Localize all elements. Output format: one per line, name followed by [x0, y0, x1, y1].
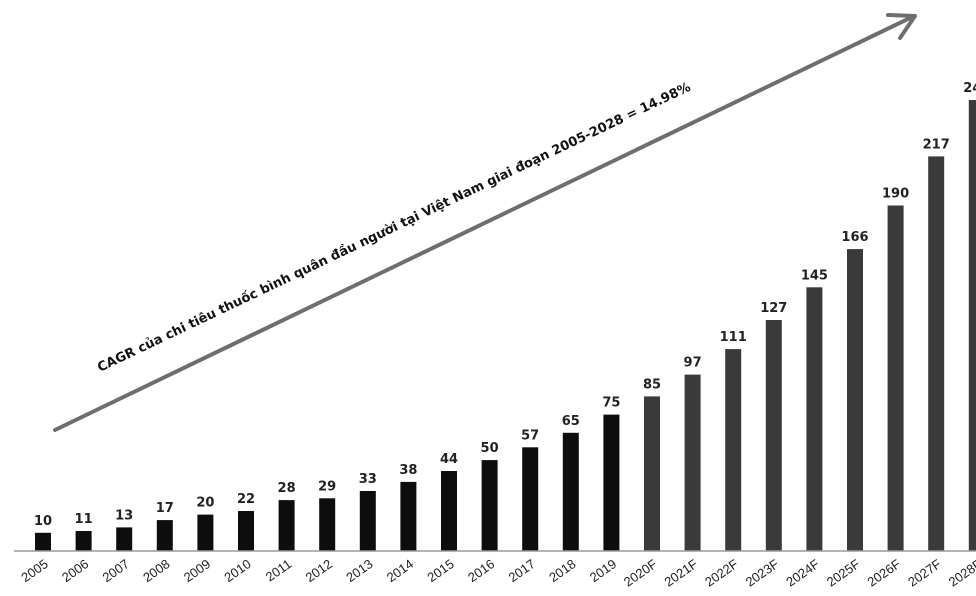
bar-2012 [319, 498, 336, 551]
bar-2023F [765, 320, 782, 551]
cagr-arrow [53, 13, 917, 432]
value-label-2021F: 97 [684, 356, 702, 371]
bar-2011 [278, 500, 295, 551]
value-label-2005: 10 [34, 514, 52, 529]
bar-2027F [928, 156, 945, 551]
bar-2026F [887, 205, 904, 551]
bar-2016 [481, 460, 498, 551]
value-label-2019: 75 [602, 396, 620, 411]
x-tick-2010: 2010 [221, 556, 253, 585]
bar-2010 [238, 511, 254, 551]
value-label-2024F: 145 [801, 268, 828, 283]
x-tick-2007: 2007 [100, 556, 132, 585]
x-tick-2018: 2018 [546, 556, 578, 585]
value-label-2015: 44 [440, 452, 458, 467]
value-label-2022F: 111 [720, 330, 747, 345]
value-label-2017: 57 [521, 428, 539, 443]
x-tick-2009: 2009 [181, 556, 213, 585]
cagr-annotation: CAGR của chi tiêu thuốc bình quân đầu ng… [95, 80, 693, 376]
x-tick-2028F: 2028F [946, 556, 976, 589]
x-tick-labels-group: 2005 2006 2007 2008 2009 2010 2011 2012 2013 2014… [18, 556, 976, 589]
bar-2021F [684, 374, 701, 551]
bar-2017 [522, 447, 539, 551]
bar-2020F [644, 396, 660, 551]
value-label-2009: 20 [196, 496, 214, 511]
bar-2009 [197, 514, 214, 551]
value-label-2006: 11 [75, 512, 93, 527]
x-tick-2014: 2014 [384, 556, 416, 585]
bars-group [35, 100, 976, 551]
x-tick-2020F: 2020F [621, 556, 660, 589]
value-label-2014: 38 [399, 463, 417, 478]
x-tick-2023F: 2023F [743, 556, 782, 589]
bar-2014 [400, 481, 417, 551]
value-label-2010: 22 [237, 492, 255, 507]
bar-2028F [968, 100, 976, 551]
value-label-2012: 29 [318, 479, 336, 494]
value-labels-group: 10 11 13 17 20 22 28 29 33 38 44 50 57 65 75 85 97 111 127… [34, 81, 976, 529]
x-tick-2016: 2016 [465, 556, 497, 585]
x-tick-2021F: 2021F [662, 556, 701, 589]
cagr-arrow-head [886, 13, 917, 40]
value-label-2025F: 166 [841, 230, 868, 245]
cagr-arrow-line [53, 16, 912, 432]
value-label-2008: 17 [156, 501, 174, 516]
x-tick-2024F: 2024F [783, 556, 822, 589]
bar-2022F [725, 349, 742, 551]
bar-2013 [359, 491, 376, 551]
bar-2018 [562, 432, 579, 551]
value-label-2028F: 248 [963, 81, 976, 96]
x-tick-2011: 2011 [263, 556, 295, 584]
value-label-2027F: 217 [923, 137, 950, 152]
x-tick-2012: 2012 [303, 556, 335, 585]
bar-2007 [116, 527, 133, 551]
bar-2025F [847, 249, 863, 551]
x-tick-2027F: 2027F [905, 556, 944, 589]
bar-2015 [441, 471, 457, 551]
bar-2024F [806, 287, 823, 551]
x-tick-2015: 2015 [424, 556, 456, 585]
x-tick-2026F: 2026F [865, 556, 904, 589]
value-label-2016: 50 [481, 441, 499, 456]
value-label-2007: 13 [115, 508, 133, 523]
x-tick-2013: 2013 [343, 556, 375, 585]
x-tick-2022F: 2022F [702, 556, 741, 589]
x-tick-2008: 2008 [140, 556, 172, 585]
value-label-2013: 33 [359, 472, 377, 487]
bar-2005 [35, 532, 51, 551]
bar-2019 [603, 414, 620, 551]
x-tick-2006: 2006 [59, 556, 91, 585]
value-label-2023F: 127 [760, 301, 787, 316]
value-label-2026F: 190 [882, 187, 909, 202]
value-label-2018: 65 [562, 414, 580, 429]
value-label-2020F: 85 [643, 377, 661, 392]
x-tick-2019: 2019 [587, 556, 619, 585]
x-tick-2025F: 2025F [824, 556, 863, 589]
bar-2006 [75, 531, 92, 551]
value-label-2011: 28 [278, 481, 296, 496]
x-tick-2005: 2005 [18, 556, 50, 585]
x-tick-2017: 2017 [506, 556, 538, 585]
bar-2008 [156, 520, 173, 551]
